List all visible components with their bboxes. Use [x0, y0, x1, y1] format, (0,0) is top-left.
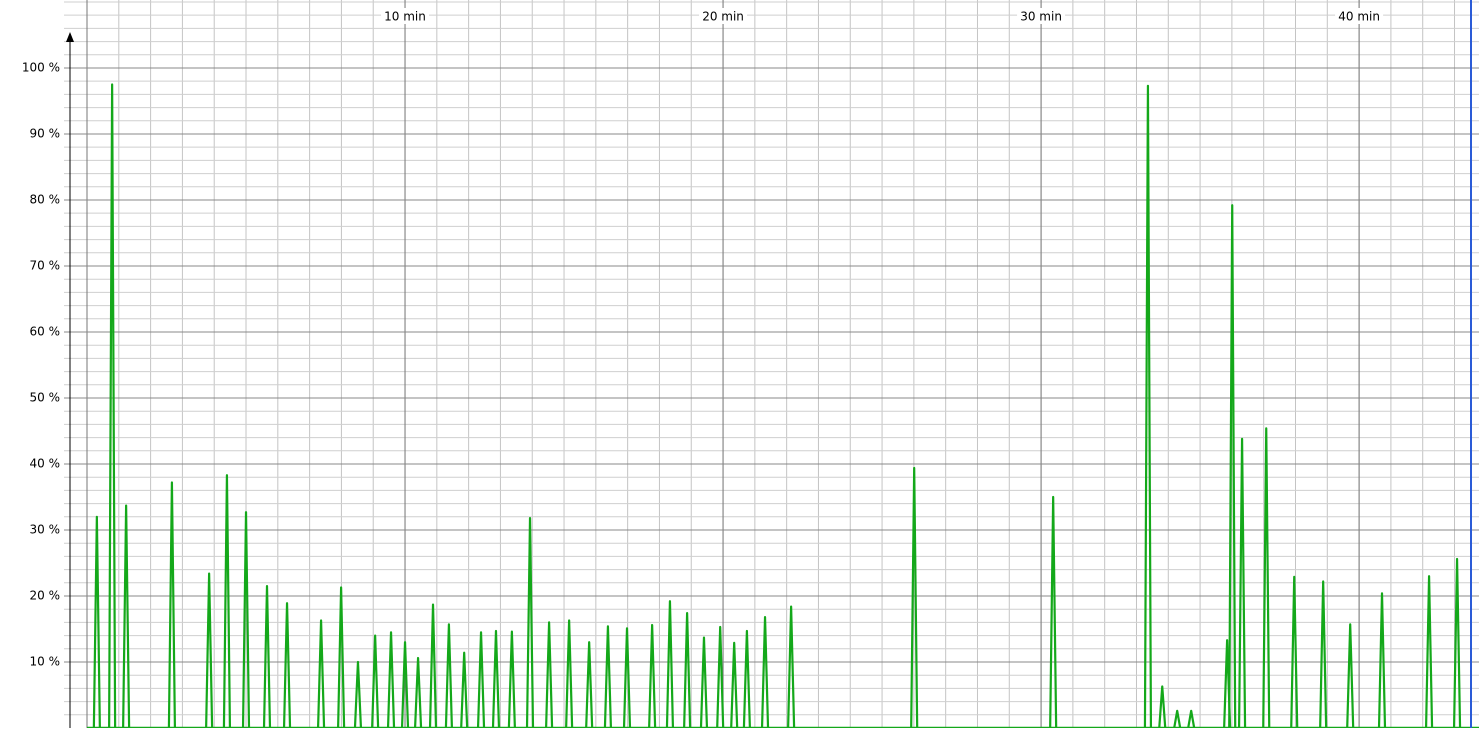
- spike: [760, 616, 770, 729]
- y-tick-label: 40 %: [30, 456, 61, 470]
- spike: [371, 634, 380, 729]
- spike: [460, 651, 469, 729]
- spike: [1262, 427, 1271, 729]
- marks: [87, 83, 1479, 729]
- y-tick-label: 10 %: [30, 654, 61, 668]
- spike: [444, 623, 454, 729]
- x-tick-label-bg: [1017, 8, 1066, 24]
- x-tick-label: 10 min: [384, 10, 426, 24]
- spike: [544, 621, 554, 729]
- spike: [1173, 709, 1182, 729]
- y-tick-label: 20 %: [30, 588, 61, 602]
- y-axis-arrow: [66, 32, 74, 42]
- spike: [167, 481, 177, 729]
- x-tick-label: 30 min: [1020, 10, 1062, 24]
- y-tick-label: 60 %: [30, 324, 61, 338]
- spike: [742, 629, 752, 729]
- spike: [428, 603, 438, 729]
- spike: [262, 584, 272, 729]
- y-tick-label: 100 %: [22, 60, 60, 74]
- spike: [316, 619, 326, 729]
- spike: [1290, 575, 1299, 729]
- spike: [1143, 84, 1153, 729]
- y-tick-label: 50 %: [30, 390, 61, 404]
- spike: [1452, 557, 1462, 729]
- spike: [282, 602, 292, 729]
- spike: [716, 625, 725, 729]
- spike: [1377, 592, 1387, 729]
- y-tick-label: 70 %: [30, 258, 61, 272]
- x-tick-label-bg: [381, 8, 430, 24]
- spike: [1346, 623, 1355, 729]
- spike: [476, 631, 486, 729]
- spike: [92, 515, 101, 729]
- grid: [64, 0, 1479, 728]
- spike: [108, 83, 117, 729]
- spike: [1158, 685, 1167, 729]
- spike: [787, 605, 796, 729]
- spike: [565, 619, 574, 729]
- spike: [491, 629, 501, 729]
- spike: [648, 623, 657, 729]
- spike: [1319, 580, 1328, 729]
- spike: [683, 612, 692, 729]
- y-tick-label: 80 %: [30, 192, 61, 206]
- x-tick-label: 40 min: [1338, 10, 1380, 24]
- spike: [241, 511, 251, 729]
- spike: [622, 627, 632, 729]
- spike: [1424, 575, 1434, 729]
- spike: [525, 517, 535, 729]
- spike: [205, 572, 214, 729]
- spike: [603, 625, 613, 729]
- spike: [1187, 709, 1196, 729]
- spike: [1237, 437, 1247, 729]
- y-tick-label: 90 %: [30, 126, 61, 140]
- x-tick-label-bg: [699, 8, 748, 24]
- spike: [386, 631, 396, 729]
- spike: [699, 636, 709, 729]
- spike: [400, 641, 410, 729]
- spike: [730, 641, 739, 729]
- spike: [507, 630, 516, 729]
- spike: [585, 641, 594, 729]
- spike: [353, 660, 363, 729]
- x-tick-label: 20 min: [702, 10, 744, 24]
- spike: [1049, 495, 1058, 729]
- spike: [1228, 204, 1237, 729]
- spike: [413, 656, 423, 729]
- spike: [337, 586, 346, 729]
- spike: [222, 474, 232, 729]
- y-tick-label: 30 %: [30, 522, 61, 536]
- labels: 10 min 20 min 30 min 40 min 10 % 20 % 30 % 40 %…: [22, 8, 1384, 668]
- spike: [122, 504, 131, 729]
- x-tick-label-bg: [1335, 8, 1384, 24]
- spike: [910, 466, 919, 729]
- spike: [665, 600, 675, 729]
